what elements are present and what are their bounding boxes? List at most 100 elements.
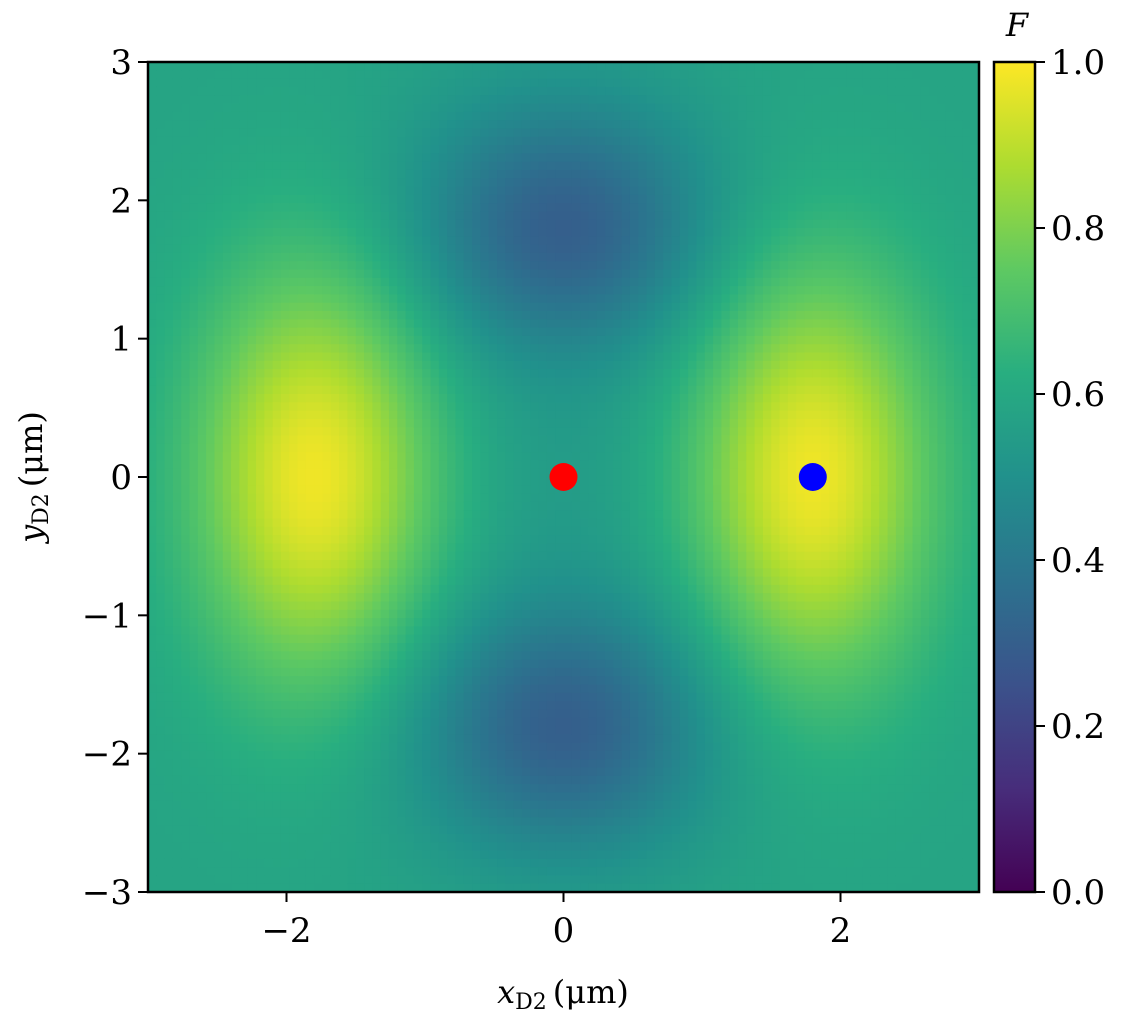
heatmap-cell <box>289 850 299 860</box>
heatmap-cell <box>322 62 332 71</box>
heatmap-cell <box>447 626 457 636</box>
heatmap-cell <box>206 78 216 88</box>
heatmap-cell <box>413 277 423 287</box>
heatmap-cell <box>397 385 407 395</box>
heatmap-cell <box>322 344 332 354</box>
heatmap-cell <box>364 883 374 892</box>
heatmap-cell <box>455 86 465 96</box>
heatmap-cell <box>530 842 540 852</box>
heatmap-cell <box>256 219 266 229</box>
heatmap-cell <box>372 501 382 511</box>
heatmap-cell <box>214 485 224 495</box>
heatmap-cell <box>372 593 382 603</box>
heatmap-cell <box>239 775 249 785</box>
heatmap-cell <box>222 560 232 569</box>
heatmap-cell <box>413 593 423 603</box>
heatmap-cell <box>555 327 565 337</box>
heatmap-cell <box>480 701 490 711</box>
heatmap-cell <box>305 875 315 885</box>
heatmap-cell <box>264 219 274 229</box>
heatmap-cell <box>546 568 556 578</box>
heatmap-cell <box>164 651 174 661</box>
heatmap-cell <box>380 750 390 760</box>
heatmap-cell <box>555 742 565 752</box>
heatmap-cell <box>488 236 498 246</box>
heatmap-cell <box>164 145 174 154</box>
heatmap-cell <box>438 667 448 677</box>
heatmap-cell <box>447 410 457 420</box>
heatmap-cell <box>380 510 390 520</box>
heatmap-cell <box>480 62 490 71</box>
heatmap-cell <box>181 560 191 569</box>
heatmap-cell <box>206 228 216 237</box>
heatmap-cell <box>372 228 382 237</box>
heatmap-cell <box>521 111 531 121</box>
heatmap-cell <box>247 535 257 545</box>
heatmap-cell <box>330 750 340 760</box>
heatmap-cell <box>405 485 415 495</box>
heatmap-cell <box>538 784 548 794</box>
heatmap-cell <box>305 477 315 486</box>
heatmap-cell <box>430 792 440 802</box>
heatmap-cell <box>164 842 174 852</box>
heatmap-cell <box>472 618 482 628</box>
heatmap-cell <box>206 128 216 138</box>
heatmap-cell <box>505 369 515 379</box>
heatmap-cell <box>256 560 266 569</box>
heatmap-cell <box>280 169 290 179</box>
heatmap-cell <box>206 477 216 486</box>
heatmap-cell <box>513 327 523 337</box>
heatmap-cell <box>256 452 266 462</box>
heatmap-cell <box>264 850 274 860</box>
heatmap-cell <box>380 734 390 744</box>
heatmap-cell <box>172 501 182 511</box>
heatmap-cell <box>422 543 432 553</box>
heatmap-cell <box>413 850 423 860</box>
heatmap-cell <box>189 203 199 213</box>
heatmap-cell <box>305 817 315 827</box>
heatmap-cell <box>197 161 207 171</box>
heatmap-cell <box>197 701 207 711</box>
heatmap-cell <box>480 767 490 777</box>
heatmap-cell <box>172 626 182 636</box>
heatmap-cell <box>430 319 440 329</box>
heatmap-cell <box>172 833 182 843</box>
heatmap-cell <box>330 277 340 287</box>
heatmap-cell <box>447 709 457 719</box>
heatmap-cell <box>538 817 548 827</box>
heatmap-cell <box>197 236 207 246</box>
heatmap-cell <box>239 817 249 827</box>
heatmap-cell <box>189 269 199 279</box>
heatmap-cell <box>513 153 523 163</box>
heatmap-cell <box>214 385 224 395</box>
heatmap-cell <box>247 568 257 578</box>
heatmap-cell <box>297 767 307 777</box>
heatmap-cell <box>264 236 274 246</box>
heatmap-cell <box>289 311 299 320</box>
heatmap-cell <box>388 327 398 337</box>
heatmap-cell <box>555 809 565 818</box>
heatmap-cell <box>256 759 266 769</box>
heatmap-cell <box>355 111 365 121</box>
heatmap-cell <box>372 800 382 810</box>
heatmap-cell <box>555 427 565 437</box>
heatmap-cell <box>455 145 465 154</box>
heatmap-cell <box>488 526 498 536</box>
heatmap-cell <box>521 842 531 852</box>
heatmap-cell <box>538 435 548 445</box>
heatmap-cell <box>413 62 423 71</box>
heatmap-cell <box>397 153 407 163</box>
heatmap-cell <box>405 510 415 520</box>
heatmap-cell <box>513 717 523 727</box>
heatmap-cell <box>397 169 407 179</box>
heatmap-cell <box>206 86 216 96</box>
heatmap-cell <box>239 618 249 628</box>
heatmap-cell <box>355 194 365 204</box>
heatmap-cell <box>322 584 332 594</box>
heatmap-cell <box>372 833 382 843</box>
heatmap-cell <box>355 86 365 96</box>
heatmap-cell <box>422 493 432 503</box>
heatmap-cell <box>505 194 515 204</box>
heatmap-cell <box>231 128 241 138</box>
heatmap-cell <box>148 435 158 445</box>
